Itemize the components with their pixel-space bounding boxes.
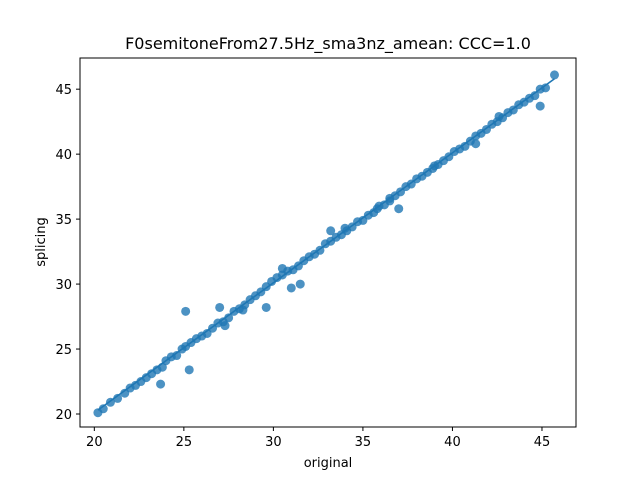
x-tick-label: 45 — [534, 435, 551, 450]
data-point — [550, 70, 560, 80]
data-point — [181, 306, 191, 316]
y-axis-ticks: 20 25 30 35 40 45 — [55, 83, 80, 423]
data-point — [224, 313, 234, 323]
regression-line — [97, 78, 555, 411]
data-point — [238, 305, 248, 315]
x-tick-label: 40 — [444, 435, 461, 450]
y-tick-label: 30 — [55, 278, 72, 293]
data-point — [494, 111, 504, 121]
data-point — [156, 379, 166, 389]
plot-marks — [93, 70, 560, 418]
data-point — [535, 101, 545, 111]
y-tick-label: 35 — [55, 213, 72, 228]
data-point — [394, 204, 404, 214]
data-point — [541, 83, 551, 93]
data-point — [220, 321, 230, 331]
y-tick-label: 45 — [55, 83, 72, 98]
data-point — [340, 223, 350, 233]
data-point — [385, 196, 395, 206]
data-point — [286, 283, 296, 293]
data-point — [113, 393, 123, 403]
x-tick-label: 30 — [265, 435, 282, 450]
x-tick-label: 25 — [176, 435, 193, 450]
x-axis-ticks: 20 25 30 35 40 45 — [86, 427, 550, 450]
data-point — [326, 226, 336, 236]
data-point — [172, 351, 182, 361]
data-point — [530, 91, 540, 101]
y-tick-label: 20 — [55, 408, 72, 423]
plot-frame — [79, 57, 577, 428]
data-point — [295, 279, 305, 289]
data-point — [98, 404, 108, 414]
x-axis-label: original — [304, 456, 353, 471]
y-axis-label: splicing — [34, 217, 49, 267]
data-point — [261, 302, 271, 312]
x-tick-label: 20 — [86, 435, 103, 450]
data-point — [471, 139, 481, 149]
y-tick-label: 25 — [55, 343, 72, 358]
y-tick-label: 40 — [55, 148, 72, 163]
data-point — [277, 263, 287, 273]
data-point — [184, 365, 194, 375]
x-tick-label: 35 — [355, 435, 372, 450]
data-point — [215, 302, 225, 312]
chart-title: F0semitoneFrom27.5Hz_sma3nz_amean: CCC=1… — [125, 34, 531, 54]
